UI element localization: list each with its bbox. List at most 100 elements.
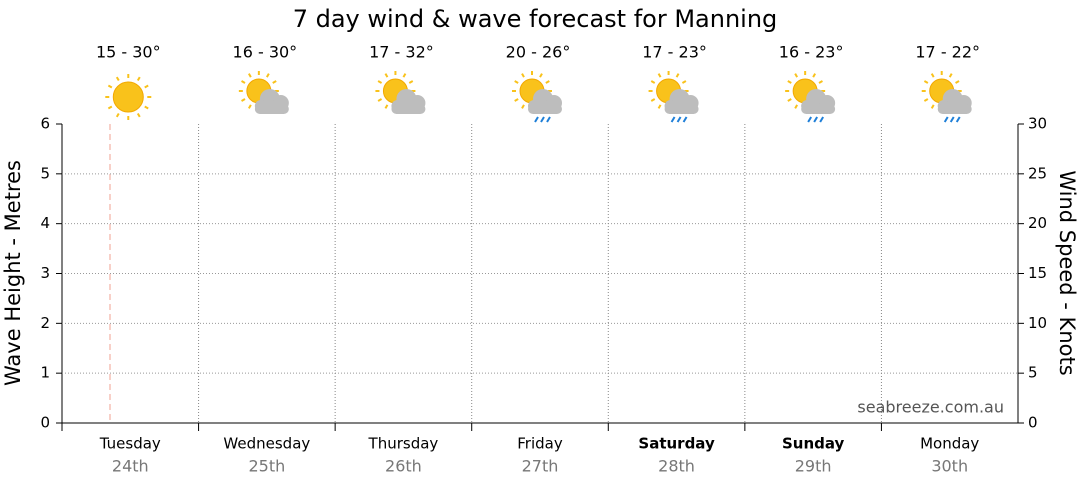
rain xyxy=(943,116,949,123)
x-tick-label: Friday xyxy=(517,435,563,453)
sun-ray xyxy=(948,73,953,78)
y2-tick-label: 20 xyxy=(1028,214,1047,232)
x-tick-label: Monday xyxy=(920,435,979,453)
sun-ray xyxy=(384,104,389,109)
sun-ray xyxy=(377,80,383,84)
sun-ray xyxy=(930,73,935,78)
y-tick-label: 1 xyxy=(40,364,50,382)
temperature-label: 15 - 30° xyxy=(96,43,161,62)
y-axis-label: Wave Height - Metres xyxy=(1,160,25,386)
sun-ray xyxy=(514,80,519,84)
rain xyxy=(955,116,961,123)
temperature-label: 17 - 22° xyxy=(915,43,980,62)
sun-ray xyxy=(521,73,525,78)
x-tick-label: Saturday xyxy=(638,435,715,453)
y-tick-label: 4 xyxy=(40,214,50,232)
temperature-label: 20 - 26° xyxy=(506,43,571,62)
cloud xyxy=(937,104,972,114)
rain xyxy=(670,116,676,123)
sun-ray xyxy=(545,80,550,84)
date-label: 29th xyxy=(795,457,832,476)
y2-axis-label: Wind Speed - Knots xyxy=(1055,170,1079,375)
sun-ray xyxy=(650,80,656,84)
y-tick-label: 6 xyxy=(40,115,50,133)
y-tick-label: 2 xyxy=(40,314,50,332)
sun-ray xyxy=(144,84,149,89)
y2-tick-label: 0 xyxy=(1028,414,1038,432)
x-tick-label: Thursday xyxy=(368,435,439,453)
sun-ray xyxy=(812,73,817,78)
sun-ray xyxy=(377,98,383,102)
sun-ray xyxy=(923,80,929,84)
y-tick-label: 0 xyxy=(40,414,50,432)
sun-ray xyxy=(247,73,252,78)
sun-ray xyxy=(675,73,680,78)
sun-ray xyxy=(955,80,960,84)
sun-ray xyxy=(241,80,246,84)
sun-ray xyxy=(144,105,149,110)
y2-tick-label: 25 xyxy=(1028,164,1047,182)
x-tick-label: Wednesday xyxy=(223,435,310,453)
sun-ray xyxy=(265,73,270,78)
temperature-label: 17 - 32° xyxy=(369,43,434,62)
sun-ray xyxy=(930,104,935,109)
date-label: 26th xyxy=(385,457,422,476)
y2-tick-label: 30 xyxy=(1028,115,1047,133)
rain xyxy=(949,116,955,123)
date-label: 25th xyxy=(248,457,285,476)
y-tick-label: 5 xyxy=(40,164,50,182)
chart-title: 7 day wind & wave forecast for Manning xyxy=(293,5,778,33)
rain xyxy=(682,116,688,123)
temperature-label: 17 - 23° xyxy=(642,43,707,62)
rain xyxy=(534,116,539,123)
rain xyxy=(813,116,819,123)
sun-ray xyxy=(657,73,662,78)
y-tick-label: 3 xyxy=(40,264,50,282)
sun-ray xyxy=(408,80,414,84)
rain xyxy=(546,116,551,123)
sun-ray xyxy=(136,112,141,118)
sun-ray xyxy=(794,73,799,78)
sun-ray xyxy=(657,104,662,109)
sun-ray xyxy=(650,98,656,102)
sun-ray xyxy=(107,84,113,89)
cloud xyxy=(254,104,289,114)
y2-tick-label: 15 xyxy=(1028,264,1047,282)
weather-icons xyxy=(105,71,972,123)
temperature-label: 16 - 23° xyxy=(779,43,844,62)
sun-ray xyxy=(923,98,929,102)
cloud xyxy=(528,104,562,114)
sun-ray xyxy=(521,104,525,109)
x-tick-label: Tuesday xyxy=(99,435,161,453)
sun-ray xyxy=(681,80,687,84)
date-label: 24th xyxy=(112,457,149,476)
sun-ray xyxy=(247,104,252,109)
sun-ray xyxy=(787,80,792,84)
date-label: 27th xyxy=(522,457,559,476)
sun-ray xyxy=(107,105,113,110)
sun-ray xyxy=(115,112,120,118)
y2-tick-label: 10 xyxy=(1028,314,1047,332)
rain xyxy=(819,116,825,123)
x-tick-label: Sunday xyxy=(782,435,845,453)
sun xyxy=(112,81,144,113)
sun-ray xyxy=(115,76,120,82)
rain xyxy=(676,116,682,123)
watermark: seabreeze.com.au xyxy=(857,398,1004,417)
sun-ray xyxy=(384,73,389,78)
sun-ray xyxy=(241,98,246,102)
date-label: 30th xyxy=(931,457,968,476)
temperature-label: 16 - 30° xyxy=(233,43,298,62)
sun-ray xyxy=(818,80,823,84)
sun-ray xyxy=(402,73,407,78)
rain xyxy=(540,116,545,123)
sun-ray xyxy=(136,76,141,82)
sun-ray xyxy=(514,98,519,102)
rain xyxy=(807,116,813,123)
sun-ray xyxy=(539,73,543,78)
y2-tick-label: 5 xyxy=(1028,364,1038,382)
sun-ray xyxy=(272,80,277,84)
cloud xyxy=(391,104,426,114)
date-label: 28th xyxy=(658,457,695,476)
